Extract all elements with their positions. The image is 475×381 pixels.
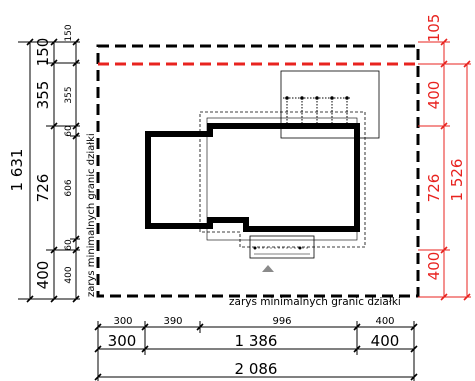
left-dim-400: 400 (34, 261, 52, 290)
left-total-dim: 1 631 (8, 149, 26, 192)
right-dimension-lines (418, 41, 471, 298)
bottom-dimension-lines (97, 321, 415, 381)
left-sub-150: 150 (64, 24, 74, 41)
bottom-total-dim: 2 086 (235, 360, 278, 378)
bottom-dim-996: 996 (272, 316, 291, 327)
bottom-dim-300-small: 300 (113, 316, 132, 327)
right-dim-400a: 400 (425, 81, 443, 110)
bottom-dimension-ticks (94, 323, 418, 381)
building-footprint (145, 123, 360, 232)
left-sub-355: 355 (64, 86, 74, 103)
left-sub-606: 606 (64, 179, 74, 196)
left-dimension-ticks (26, 38, 80, 303)
pergola-posts (285, 96, 349, 100)
bottom-dim-1386: 1 386 (235, 332, 278, 350)
plot-outline-label-bottom: zarys minimalnych granic działki (229, 296, 401, 308)
plot-boundary (96, 44, 420, 298)
right-total-dim: 1 526 (448, 159, 466, 202)
right-dim-400b: 400 (425, 252, 443, 281)
bottom-dim-400-small: 400 (375, 316, 394, 327)
bottom-dim-390: 390 (163, 316, 182, 327)
roof-overhang-outline (199, 111, 366, 248)
entrance-steps (249, 235, 315, 259)
left-dim-150: 150 (34, 38, 52, 67)
plot-outline-label-left: zarys minimalnych granic działki (86, 133, 97, 297)
right-dim-726: 726 (425, 174, 443, 203)
left-sub-60b: 60 (64, 239, 74, 251)
left-dimension-lines (18, 41, 80, 300)
left-dim-726: 726 (34, 174, 52, 203)
right-dim-105: 105 (425, 14, 443, 43)
right-dimension-ticks (440, 38, 471, 301)
left-dim-355: 355 (34, 81, 52, 110)
left-sub-60a: 60 (64, 125, 74, 137)
bottom-dim-400: 400 (371, 332, 400, 350)
left-sub-400: 400 (64, 266, 74, 283)
terrace-outline (280, 70, 380, 139)
entrance-arrow-icon (262, 265, 274, 272)
bottom-dim-300: 300 (108, 332, 137, 350)
